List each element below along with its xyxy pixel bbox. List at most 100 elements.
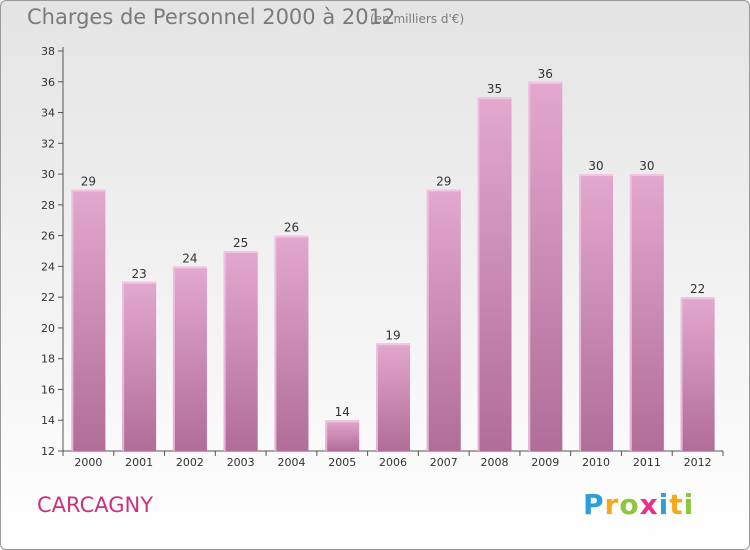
bar	[172, 266, 207, 451]
bar	[579, 174, 614, 452]
bar-top-highlight	[528, 81, 563, 84]
value-label: 19	[385, 328, 400, 342]
x-tick-label: 2001	[125, 456, 153, 469]
logo-letter: i	[683, 488, 695, 521]
bar-body	[629, 174, 664, 452]
y-tick-label: 22	[41, 291, 55, 304]
proxiti-logo: Proxiti	[583, 488, 694, 521]
bar	[528, 81, 563, 452]
bar	[274, 235, 309, 451]
chart-subtitle: (en milliers d'€)	[370, 12, 465, 26]
x-tick-label: 2012	[684, 456, 712, 469]
bar-body	[122, 281, 157, 451]
y-tick-label: 18	[41, 353, 55, 366]
value-label: 29	[81, 174, 96, 188]
value-label: 24	[182, 251, 197, 265]
x-tick-label: 2010	[582, 456, 610, 469]
value-label: 25	[233, 236, 248, 250]
bar-left-highlight	[579, 174, 582, 452]
x-tick-label: 2009	[531, 456, 559, 469]
bars-group	[71, 81, 715, 452]
bar	[477, 97, 512, 452]
value-label: 26	[284, 221, 299, 235]
x-tick-label: 2011	[633, 456, 661, 469]
bar-left-highlight	[477, 97, 480, 452]
bar-body	[426, 189, 461, 451]
y-tick-label: 14	[41, 414, 55, 427]
bar	[629, 174, 664, 452]
bar-body	[579, 174, 614, 452]
x-tick-label: 2005	[328, 456, 356, 469]
value-labels-group: 29 23 24 25 26 14 19 29 35 36 30 30 22	[81, 67, 706, 419]
bar-left-highlight	[71, 189, 74, 451]
value-label: 30	[588, 159, 603, 173]
bar-body	[376, 343, 410, 451]
bar	[680, 297, 715, 451]
value-label: 36	[538, 67, 553, 81]
value-label: 22	[690, 282, 705, 296]
y-tick-label: 30	[41, 168, 55, 181]
y-tick-label: 24	[41, 260, 55, 273]
bar-body	[528, 81, 563, 452]
value-label: 23	[132, 267, 147, 281]
bar-left-highlight	[325, 420, 328, 451]
logo-letter: r	[604, 488, 620, 521]
bar	[71, 189, 106, 451]
bar-top-highlight	[172, 266, 207, 269]
y-tick-label: 20	[41, 322, 55, 335]
bar-body	[223, 251, 258, 451]
bar-top-highlight	[680, 297, 715, 300]
bar-top-highlight	[223, 251, 258, 253]
x-tick-label: 2008	[481, 456, 509, 469]
logo-letter: x	[639, 488, 659, 521]
bar-top-highlight	[122, 281, 157, 284]
bar-body	[680, 297, 715, 451]
axes: 12 14 16 18 20 22 24 26 28 30 32 34 36 38 2000 2001 2002…	[41, 45, 724, 469]
y-tick-label: 36	[41, 76, 55, 89]
chart-title: Charges de Personnel 2000 à 2012	[27, 5, 396, 29]
x-tick-label: 2004	[277, 456, 305, 469]
y-tick-label: 26	[41, 230, 55, 243]
x-tick-label: 2002	[176, 456, 204, 469]
bar	[122, 281, 157, 451]
bar-top-highlight	[325, 420, 360, 423]
x-tick-label: 2006	[379, 456, 407, 469]
logo-letter: i	[658, 488, 670, 521]
value-label: 30	[639, 159, 654, 173]
value-label: 14	[335, 405, 350, 419]
bar	[223, 251, 258, 451]
bar	[426, 189, 461, 451]
bar-top-highlight	[71, 189, 106, 192]
logo-letter: o	[619, 488, 640, 521]
bar-top-highlight	[274, 235, 309, 238]
x-tick-label: 2003	[227, 456, 255, 469]
value-label: 29	[436, 174, 451, 188]
value-label: 35	[487, 82, 502, 96]
y-tick-label: 34	[41, 107, 55, 120]
bar-top-highlight	[477, 97, 512, 100]
y-tick-label: 16	[41, 383, 55, 396]
logo-letter: t	[669, 488, 684, 521]
bar-body	[325, 420, 360, 451]
bar-left-highlight	[376, 343, 378, 451]
bar-left-highlight	[528, 81, 531, 452]
bar	[376, 343, 410, 451]
bar-left-highlight	[122, 281, 125, 451]
bar-left-highlight	[680, 297, 683, 451]
x-tick-label: 2007	[430, 456, 458, 469]
logo-letter: P	[583, 488, 605, 521]
bar-left-highlight	[629, 174, 632, 452]
bar-body	[274, 235, 309, 451]
bar-top-highlight	[426, 189, 461, 192]
bar-top-highlight	[579, 174, 614, 177]
bar-top-highlight	[629, 174, 664, 177]
y-tick-label: 32	[41, 137, 55, 150]
bar-left-highlight	[426, 189, 429, 451]
bar-body	[172, 266, 207, 451]
y-tick-label: 28	[41, 199, 55, 212]
y-tick-label: 12	[41, 445, 55, 458]
bar-left-highlight	[274, 235, 277, 451]
bar-body	[71, 189, 106, 451]
